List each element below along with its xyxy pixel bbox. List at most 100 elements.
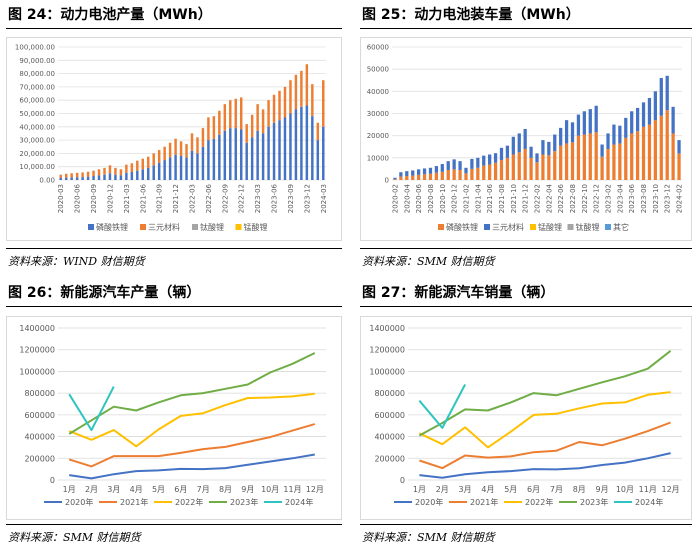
legend-entry: 2023年: [230, 497, 258, 507]
bar-segment: [547, 155, 551, 180]
x-tick-label: 12月: [306, 485, 324, 494]
bar-segment: [201, 146, 205, 180]
bar-segment: [399, 172, 403, 177]
x-tick-label: 2022-02: [534, 184, 542, 213]
bar-segment: [97, 175, 101, 180]
x-tick-label: 7月: [550, 485, 563, 494]
source-note: 资料来源：SMM 财信期货: [8, 531, 141, 544]
y-tick-label: 40000: [367, 88, 389, 96]
bar-segment: [559, 145, 563, 180]
x-tick-label: 2022-12: [238, 184, 246, 213]
legend-entry: 2022年: [525, 497, 553, 507]
bar-segment: [64, 177, 68, 180]
chart-26: 0 200000 400000 600000 800000 1000000 1200000 1…: [19, 324, 326, 507]
bar-segment: [493, 153, 498, 163]
bar-segment: [283, 86, 287, 118]
bar-segment: [505, 145, 510, 158]
bar-segment: [322, 126, 325, 180]
bar-segment: [114, 168, 117, 175]
series-line: [419, 421, 671, 470]
bar-segment: [434, 172, 439, 180]
bar-segment: [256, 130, 259, 180]
series-line: [68, 386, 115, 432]
bar-segment: [476, 157, 480, 168]
x-tick-label: 2022-06: [557, 183, 565, 213]
bar-segment: [458, 170, 462, 180]
bar-segment: [564, 120, 569, 144]
legend-swatch: [140, 224, 146, 230]
bar-segment: [665, 110, 669, 180]
x-tick-label: 2022-03: [189, 184, 197, 213]
y-tick-label: 800000: [374, 389, 405, 398]
bar-segment: [70, 177, 73, 180]
bar-segment: [207, 140, 210, 180]
bar-segment: [316, 122, 320, 141]
x-tick-label: 2023-09: [287, 184, 295, 213]
y-tick-label: 0: [50, 476, 55, 485]
series-line: [418, 350, 672, 437]
x-tick-label: 2023-02: [605, 184, 613, 213]
y-tick-label: 70,000.00: [19, 83, 55, 91]
bar-segment: [239, 97, 243, 130]
bar-segment: [157, 162, 161, 180]
legend-entry: 锰酸锂: [538, 222, 562, 232]
bar-segment: [305, 105, 309, 180]
bar-segment: [559, 127, 563, 146]
series-line: [69, 453, 315, 480]
bar-segment: [136, 170, 139, 180]
bar-segment: [152, 165, 155, 180]
bar-segment: [157, 150, 161, 163]
legend-entry: 磷酸铁锂: [96, 222, 128, 232]
x-tick-label: 2023-03: [254, 184, 262, 213]
bar-segment: [671, 133, 675, 180]
y-tick-label: 1200000: [369, 346, 405, 355]
bar-segment: [428, 167, 433, 174]
bar-segment: [234, 128, 237, 180]
y-tick-label: 0: [400, 476, 405, 485]
x-tick-label: 2021-09: [156, 184, 164, 213]
bar-segment: [452, 169, 456, 180]
legend-entry: 三元材料: [148, 222, 180, 232]
x-tick-label: 2024-02: [676, 184, 684, 213]
y-tick-label: 90,000.00: [19, 57, 55, 65]
bar-segment: [630, 133, 634, 180]
x-tick-label: 2023-06: [628, 183, 636, 213]
source-rule: [360, 248, 692, 249]
bar-segment: [594, 132, 598, 180]
x-tick-label: 3月: [459, 485, 472, 494]
bar-segment: [103, 174, 106, 180]
bar-segment: [261, 109, 265, 134]
figure-title: 图 27：新能源汽车销量（辆）: [362, 285, 555, 301]
legend-swatch: [235, 224, 242, 230]
chart-25: 0 10000 20000 30000 40000 50000 60000 2020-02 20…: [367, 44, 684, 233]
bar-segment: [272, 94, 276, 123]
x-tick-label: 10月: [616, 485, 634, 494]
bar-segment: [653, 120, 657, 180]
bar-segment: [434, 166, 439, 173]
bar-segment: [411, 175, 415, 180]
bar-segment: [523, 129, 527, 149]
y-tick-label: 100,000.00: [15, 44, 55, 52]
y-tick-label: 30000: [367, 110, 389, 118]
bar-segment: [64, 173, 68, 178]
bar-segment: [294, 74, 298, 110]
x-tick-label: 2023-08: [640, 184, 648, 213]
source-rule: [360, 524, 692, 525]
legend-swatch: [192, 224, 198, 230]
bar-segment: [185, 157, 188, 180]
bar-segment: [322, 80, 325, 127]
x-tick-label: 2021-12: [172, 184, 180, 213]
bar-segment: [440, 164, 444, 172]
x-tick-label: 9月: [241, 485, 254, 494]
x-tick-label: 2023-12: [664, 184, 672, 213]
x-tick-label: 2020-06: [74, 183, 82, 213]
bar-segment: [535, 162, 539, 180]
source-note: 资料来源：SMM 财信期货: [362, 255, 495, 268]
bar-segment: [405, 171, 409, 177]
bar-segment: [482, 155, 486, 166]
x-tick-label: 1月: [413, 485, 426, 494]
bar-segment: [147, 168, 150, 180]
x-tick-label: 2020-03: [57, 184, 65, 213]
x-tick-label: 2020-04: [403, 183, 411, 213]
series-line: [419, 452, 671, 479]
